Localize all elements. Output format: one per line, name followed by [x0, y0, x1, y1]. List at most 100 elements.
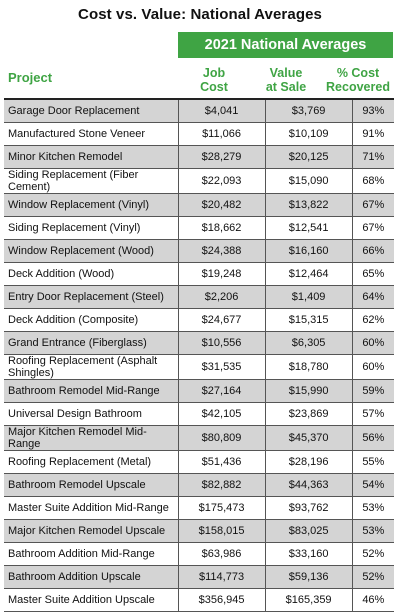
job-cost-cell: $158,015 [178, 519, 266, 543]
project-cell: Window Replacement (Vinyl) [4, 193, 179, 217]
cost-recovered-cell: 60% [352, 331, 394, 355]
value-at-sale-cell: $44,363 [265, 473, 353, 497]
table-row: Roofing Replacement (Metal) $51,436 $28,19… [4, 450, 394, 474]
cost-recovered-cell: 71% [352, 145, 394, 169]
column-header-cost-recovered-line2: Recovered [326, 80, 390, 94]
data-table: Garage Door Replacement $4,041 $3,769 93% Ma… [4, 100, 394, 612]
column-header-value-at-sale: Value at Sale [250, 62, 322, 98]
chart-title: Cost vs. Value: National Averages [78, 6, 322, 23]
job-cost-cell: $51,436 [178, 450, 266, 474]
cost-recovered-cell: 65% [352, 262, 394, 286]
cost-recovered-cell: 56% [352, 425, 394, 451]
table-row: Grand Entrance (Fiberglass) $10,556 $6,305… [4, 331, 394, 355]
value-at-sale-cell: $12,541 [265, 216, 353, 240]
cost-recovered-cell: 55% [352, 450, 394, 474]
project-cell: Major Kitchen Remodel Mid-Range [4, 425, 179, 451]
cost-recovered-cell: 57% [352, 402, 394, 426]
column-header-job-cost: Job Cost [178, 62, 250, 98]
project-cell: Window Replacement (Wood) [4, 239, 179, 263]
cost-recovered-cell: 60% [352, 354, 394, 380]
cost-recovered-cell: 62% [352, 308, 394, 332]
table-row: Master Suite Addition Mid-Range $175,473 $… [4, 496, 394, 520]
cost-recovered-cell: 93% [352, 100, 394, 123]
project-cell: Entry Door Replacement (Steel) [4, 285, 179, 309]
cost-recovered-cell: 52% [352, 542, 394, 566]
project-cell: Bathroom Remodel Mid-Range [4, 379, 179, 403]
table-row: Bathroom Remodel Mid-Range $27,164 $15,990… [4, 379, 394, 403]
cost-recovered-cell: 53% [352, 519, 394, 543]
table-row: Siding Replacement (Vinyl) $18,662 $12,541… [4, 216, 394, 240]
column-header-value-at-sale-line2: at Sale [265, 80, 307, 94]
job-cost-cell: $10,556 [178, 331, 266, 355]
job-cost-cell: $356,945 [178, 588, 266, 612]
value-at-sale-cell: $33,160 [265, 542, 353, 566]
table-row: Universal Design Bathroom $42,105 $23,869 5… [4, 402, 394, 426]
value-at-sale-cell: $83,025 [265, 519, 353, 543]
table-row: Entry Door Replacement (Steel) $2,206 $1,4… [4, 285, 394, 309]
value-at-sale-cell: $1,409 [265, 285, 353, 309]
project-cell: Master Suite Addition Upscale [4, 588, 179, 612]
project-cell: Universal Design Bathroom [4, 402, 179, 426]
value-at-sale-cell: $165,359 [265, 588, 353, 612]
project-cell: Deck Addition (Wood) [4, 262, 179, 286]
table-row: Manufactured Stone Veneer $11,066 $10,109 9… [4, 122, 394, 146]
job-cost-cell: $114,773 [178, 565, 266, 589]
column-header-value-at-sale-line1: Value [269, 66, 303, 80]
table-row: Bathroom Addition Upscale $114,773 $59,136… [4, 565, 394, 589]
column-header-cost-recovered: % Cost Recovered [322, 62, 394, 98]
table-row: Deck Addition (Composite) $24,677 $15,315 6… [4, 308, 394, 332]
project-cell: Grand Entrance (Fiberglass) [4, 331, 179, 355]
job-cost-cell: $175,473 [178, 496, 266, 520]
cost-recovered-cell: 64% [352, 285, 394, 309]
column-header-cost-recovered-line1: % Cost [336, 66, 380, 80]
job-cost-cell: $18,662 [178, 216, 266, 240]
table-row: Master Suite Addition Upscale $356,945 $16… [4, 588, 394, 612]
project-cell: Manufactured Stone Veneer [4, 122, 179, 146]
table-row: Siding Replacement (Fiber Cement) $22,093… [4, 168, 394, 194]
project-cell: Siding Replacement (Fiber Cement) [4, 168, 179, 194]
column-header-project: Project [8, 70, 53, 85]
table-row: Roofing Replacement (Asphalt Shingles) $3… [4, 354, 394, 380]
table-row: Window Replacement (Vinyl) $20,482 $13,822… [4, 193, 394, 217]
job-cost-cell: $27,164 [178, 379, 266, 403]
value-at-sale-cell: $15,990 [265, 379, 353, 403]
job-cost-cell: $4,041 [178, 100, 266, 123]
job-cost-cell: $80,809 [178, 425, 266, 451]
cost-recovered-cell: 59% [352, 379, 394, 403]
header-divider [4, 98, 394, 100]
table-row: Deck Addition (Wood) $19,248 $12,464 65% [4, 262, 394, 286]
project-cell: Roofing Replacement (Asphalt Shingles) [4, 354, 179, 380]
cost-recovered-cell: 46% [352, 588, 394, 612]
value-at-sale-cell: $18,780 [265, 354, 353, 380]
column-header-job-cost-line1: Job [202, 66, 226, 80]
job-cost-cell: $2,206 [178, 285, 266, 309]
group-header: 2021 National Averages [178, 32, 393, 58]
value-at-sale-cell: $28,196 [265, 450, 353, 474]
value-at-sale-cell: $3,769 [265, 100, 353, 123]
value-at-sale-cell: $93,762 [265, 496, 353, 520]
job-cost-cell: $82,882 [178, 473, 266, 497]
cost-recovered-cell: 66% [352, 239, 394, 263]
project-cell: Garage Door Replacement [4, 100, 179, 123]
job-cost-cell: $63,986 [178, 542, 266, 566]
job-cost-cell: $19,248 [178, 262, 266, 286]
job-cost-cell: $31,535 [178, 354, 266, 380]
project-cell: Bathroom Remodel Upscale [4, 473, 179, 497]
value-at-sale-cell: $13,822 [265, 193, 353, 217]
project-cell: Siding Replacement (Vinyl) [4, 216, 179, 240]
project-cell: Roofing Replacement (Metal) [4, 450, 179, 474]
column-header-job-cost-line2: Cost [200, 80, 228, 94]
job-cost-cell: $24,388 [178, 239, 266, 263]
value-at-sale-cell: $20,125 [265, 145, 353, 169]
job-cost-cell: $22,093 [178, 168, 266, 194]
value-at-sale-cell: $15,090 [265, 168, 353, 194]
table-row: Window Replacement (Wood) $24,388 $16,160 6… [4, 239, 394, 263]
table-row: Garage Door Replacement $4,041 $3,769 93% [4, 100, 394, 123]
project-cell: Bathroom Addition Mid-Range [4, 542, 179, 566]
project-cell: Major Kitchen Remodel Upscale [4, 519, 179, 543]
job-cost-cell: $24,677 [178, 308, 266, 332]
cost-recovered-cell: 52% [352, 565, 394, 589]
project-cell: Deck Addition (Composite) [4, 308, 179, 332]
cost-recovered-cell: 53% [352, 496, 394, 520]
